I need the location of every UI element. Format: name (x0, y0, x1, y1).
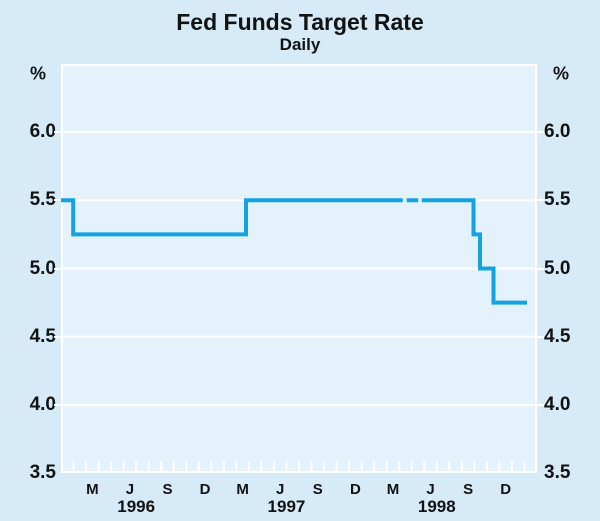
y-outer-tick-right (537, 131, 544, 134)
y-outer-tick-left (54, 335, 61, 338)
y-outer-tick-left (54, 131, 61, 134)
y-label-left-4.0: 4.0 (29, 393, 56, 415)
x-month-label-S: S (463, 481, 474, 498)
x-month-label-J: J (426, 481, 435, 498)
x-month-label-M: M (386, 481, 400, 498)
y-label-left-6.0: 6.0 (29, 121, 56, 143)
x-month-label-J: J (276, 481, 285, 498)
y-outer-tick-right (537, 199, 544, 202)
y-outer-tick-left (54, 199, 61, 202)
y-label-left-3.5: 3.5 (29, 462, 56, 483)
x-month-label-S: S (312, 481, 323, 498)
x-month-label-D: D (349, 481, 361, 498)
y-outer-tick-right (537, 267, 544, 270)
y-axis-unit-left: % (29, 63, 46, 84)
line-gap (402, 196, 407, 204)
y-label-right-3.5: 3.5 (544, 462, 571, 483)
y-axis-unit-right: % (552, 63, 569, 84)
y-outer-tick-right (537, 403, 544, 406)
x-year-label-1997: 1997 (267, 497, 306, 516)
y-label-right-4.5: 4.5 (544, 325, 571, 347)
x-year-label-1996: 1996 (117, 497, 156, 516)
plot-frame (61, 64, 537, 473)
y-outer-tick-right (537, 335, 544, 338)
plot-canvas (61, 64, 537, 473)
rate-step-line (61, 198, 527, 305)
y-label-left-4.5: 4.5 (29, 325, 56, 347)
y-outer-tick-left (54, 403, 61, 406)
y-label-left-5.0: 5.0 (29, 257, 56, 279)
plot-area (61, 64, 537, 473)
y-label-left-5.5: 5.5 (29, 189, 56, 211)
x-month-label-S: S (162, 481, 173, 498)
x-month-label-D: D (500, 481, 512, 498)
x-month-label-M: M (236, 481, 249, 498)
chart-title: Fed Funds Target Rate (176, 9, 424, 35)
y-label-right-4.0: 4.0 (544, 393, 571, 415)
y-label-right-5.5: 5.5 (544, 189, 571, 211)
x-month-label-J: J (125, 481, 135, 498)
x-month-label-D: D (199, 481, 211, 498)
line-gap (418, 196, 422, 204)
x-month-label-M: M (86, 481, 99, 498)
x-year-label-1998: 1998 (417, 497, 456, 516)
chart-subtitle: Daily (279, 35, 321, 54)
y-label-right-6.0: 6.0 (544, 121, 571, 143)
y-label-right-5.0: 5.0 (544, 257, 571, 279)
y-outer-tick-left (54, 267, 61, 270)
